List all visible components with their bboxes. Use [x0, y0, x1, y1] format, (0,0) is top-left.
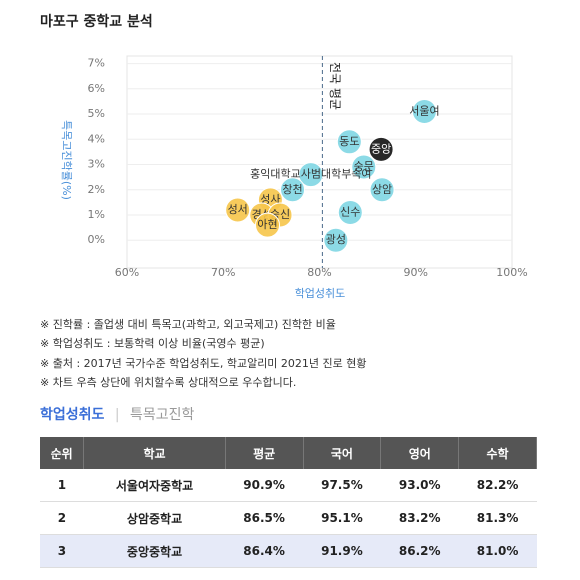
plot-border: [126, 55, 513, 269]
note: ※ 출처 : 2017년 국가수준 학업성취도, 학교알리미 2021년 진로 …: [40, 357, 367, 370]
table-cell: 상암중학교: [83, 501, 226, 535]
y-tick-label: 4%: [88, 132, 105, 145]
x-tick-label: 60%: [115, 266, 139, 279]
point-label: 성사: [260, 193, 280, 206]
table-row: 1 서울여자중학교 90.9% 97.5% 93.0% 82.2%: [40, 469, 537, 502]
ranking-table: 순위 학교 평균 국어 영어 수학 1 서울여자중학교 90.9% 97.5% 93.0…: [40, 437, 537, 568]
table-cell: 86.5%: [225, 501, 304, 535]
table-cell: 서울여자중학교: [83, 469, 226, 502]
table-cell: 91.9%: [303, 534, 381, 568]
point-label: 숭문: [354, 160, 374, 173]
table-cell: 86.4%: [225, 534, 304, 568]
point-label: 아현: [257, 218, 277, 231]
tab[interactable]: 학업성취도: [40, 407, 105, 423]
chart-title: 마포구 중학교 분석: [40, 14, 153, 30]
table-row: 2 상암중학교 86.5% 95.1% 83.2% 81.3%: [40, 501, 537, 535]
point: [337, 199, 363, 225]
point-label: 신수: [340, 205, 360, 218]
note: ※ 학업성취도 : 보통학력 이상 비율(국영수 평균): [40, 337, 265, 350]
point: [368, 136, 394, 162]
table-row: 3 중앙중학교 86.4% 91.9% 86.2% 81.0%: [40, 534, 537, 568]
point-label: 서울여: [409, 105, 439, 118]
header-row: 순위 학교 평균 국어 영어 수학: [40, 437, 537, 469]
header-cell: 평균: [225, 437, 304, 469]
table-cell: 81.0%: [458, 534, 537, 568]
separator: |: [114, 407, 120, 423]
y-tick-label: 5%: [88, 107, 105, 120]
point-label: 상암: [372, 183, 392, 196]
point: [280, 177, 306, 203]
y-tick-label: 1%: [88, 208, 105, 221]
table-cell: 86.2%: [380, 534, 459, 568]
header-cell: 영어: [380, 437, 460, 469]
x-tick-label: 100%: [496, 266, 527, 279]
point: [369, 177, 395, 203]
x-tick-label: 80%: [307, 266, 331, 279]
point: [255, 212, 281, 238]
header-cell: 국어: [303, 437, 382, 469]
average-label: 전국 평균: [328, 62, 342, 110]
point-label: 홍익대학교사범대학부속여: [250, 167, 371, 181]
note: ※ 진학률 : 졸업생 대비 특목고(과학고, 외고국제고) 진학한 비율: [40, 318, 336, 331]
y-tick-label: 2%: [88, 183, 105, 196]
header-cell: 수학: [458, 437, 537, 469]
point: [411, 99, 437, 125]
y-tick-label: 7%: [88, 57, 105, 70]
point-label: 광성: [326, 233, 346, 246]
table-cell: 83.2%: [380, 501, 459, 535]
y-tick-label: 0%: [88, 233, 105, 246]
y-tick-label: 6%: [88, 82, 105, 95]
point: [225, 197, 251, 223]
y-tick-label: 3%: [88, 158, 105, 171]
tab[interactable]: 특목고진학: [130, 407, 195, 423]
table-cell: 95.1%: [303, 501, 381, 535]
table-cell: 81.3%: [458, 501, 537, 535]
table-cell: 82.2%: [458, 469, 537, 502]
point-label: 성서: [228, 203, 248, 216]
x-tick-label: 70%: [211, 266, 235, 279]
header-cell: 순위: [40, 437, 85, 469]
x-tick-label: 90%: [404, 266, 428, 279]
note: ※ 차트 우측 상단에 위치할수록 상대적으로 우수합니다.: [40, 376, 297, 389]
table-cell: 3: [40, 534, 84, 568]
table-cell: 중앙중학교: [83, 534, 226, 568]
header-cell: 학교: [83, 437, 226, 469]
chart: 마포구 중학교 분석 학업성취도 특목고진학률(%) 0% 1% 2% 3% 4% 5% 6…: [40, 14, 528, 300]
table-body: 1 서울여자중학교 90.9% 97.5% 93.0% 82.2% 2 상암중학교 86.5% 9…: [40, 469, 537, 568]
point: [298, 162, 324, 188]
point: [323, 227, 349, 253]
table-cell: 1: [40, 469, 84, 502]
point-label: 창천: [282, 182, 302, 196]
x-axis-label: 학업성취도: [295, 287, 346, 300]
tabs: 학업성취도 | 특목고진학: [40, 404, 194, 424]
table-cell: 2: [40, 501, 84, 535]
y-axis-label: 특목고진학률(%): [60, 120, 73, 200]
point-label: 동도: [339, 135, 359, 148]
table-cell: 90.9%: [225, 469, 304, 502]
table-cell: 93.0%: [380, 469, 459, 502]
table-cell: 97.5%: [303, 469, 381, 502]
point: [336, 129, 362, 155]
point-label: 중앙: [371, 142, 391, 155]
point: [351, 154, 377, 180]
